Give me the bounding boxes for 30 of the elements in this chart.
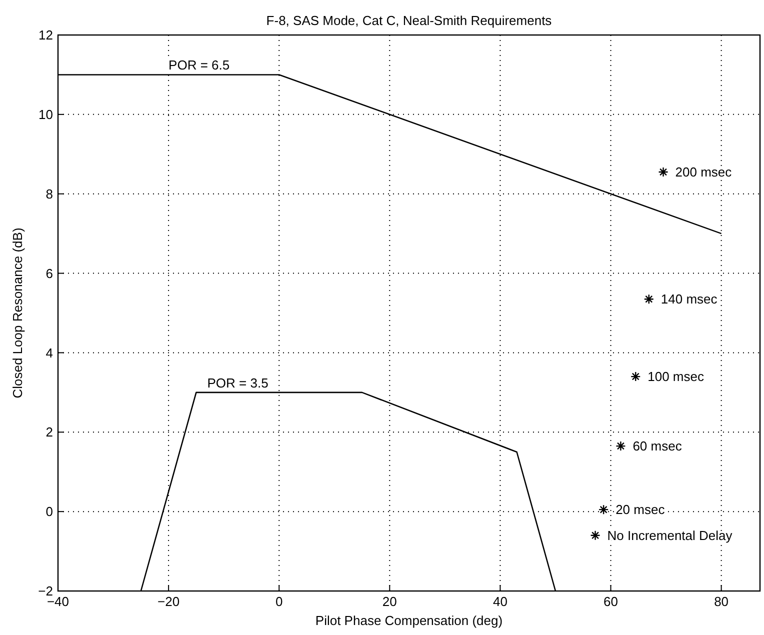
point [616,440,626,452]
y-tick-label: 2 [46,424,53,440]
point [590,530,600,540]
point [658,166,668,178]
x-tick-label: 0 [275,594,283,609]
y-tick-label: 4 [46,345,53,360]
x-tick-label: 80 [714,594,729,609]
annotation: POR = 6.5 [168,58,230,73]
x-tick-label: 60 [604,594,618,609]
y-tick-label: 10 [38,106,53,122]
annotation: POR = 3.5 [207,375,268,390]
point [598,504,609,515]
x-tick-label: −20 [158,594,180,609]
annotation: 200 msec [675,164,732,180]
y-axis-title: Closed Loop Resonance (dB) [10,228,25,398]
annotation: 20 msec [616,502,666,518]
y-tick-label: 12 [38,28,53,43]
annotation: 140 msec [660,292,718,307]
annotation: 100 msec [648,369,704,384]
chart-title: F-8, SAS Mode, Cat C, Neal-Smith Requirements [266,13,552,28]
annotation: No Incremental Delay [607,528,733,543]
x-axis-title: Pilot Phase Compensation (deg) [315,613,503,628]
y-tick-label: 8 [46,186,53,202]
x-tick-label: 20 [382,594,397,609]
point [644,294,654,304]
point [630,371,641,382]
y-tick-label: 6 [46,266,53,281]
annotation: 60 msec [632,438,682,454]
y-tick-label: 0 [46,504,53,520]
x-tick-label: 40 [492,594,508,609]
